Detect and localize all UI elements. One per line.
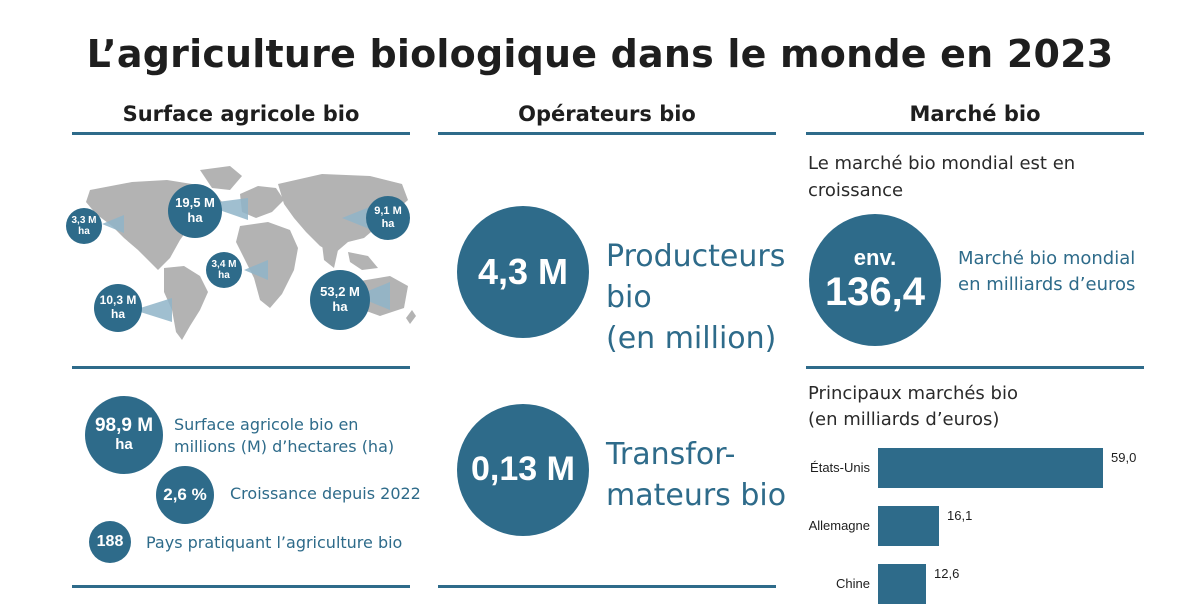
countries-value: 188 <box>96 533 124 551</box>
producers-line1: Producteurs <box>606 239 786 274</box>
map-bubble-value: 10,3 M <box>99 293 137 308</box>
map-bubble-oceania: 53,2 M ha <box>310 270 370 330</box>
processors-value: 0,13 M <box>471 450 575 489</box>
bar-2 <box>878 564 926 604</box>
map-bubble-europe: 19,5 M ha <box>168 184 222 238</box>
producers-circle: 4,3 M <box>457 206 589 338</box>
surface-total-desc-line2: millions (M) d’hectares (ha) <box>174 437 395 456</box>
growth-description: Croissance depuis 2022 <box>230 484 421 503</box>
countries-description: Pays pratiquant l’agriculture bio <box>146 533 403 552</box>
market-desc-line1: Marché bio mondial <box>958 248 1136 269</box>
map-bubble-value: 3,3 M <box>71 214 97 226</box>
market-heading: Marché bio <box>909 102 1041 126</box>
bar-value-label: 16,1 <box>947 508 973 523</box>
map-bubble-value: 3,4 M <box>211 258 237 270</box>
main-markets-line1: Principaux marchés bio <box>808 383 1018 404</box>
surface-heading: Surface agricole bio <box>122 102 360 126</box>
map-bubble-value: 53,2 M <box>320 284 360 300</box>
market-intro: Le marché bio mondial est en croissance <box>808 150 1075 204</box>
map-bubble-unit: ha <box>218 270 230 281</box>
world-map: 3,3 M ha 19,5 M ha 9,1 M ha 3,4 M ha 10,… <box>66 160 417 345</box>
market-total-description: Marché bio mondial en milliards d’euros <box>958 246 1135 298</box>
main-markets-title: Principaux marchés bio (en milliards d’e… <box>808 381 1018 433</box>
map-bubble-value: 9,1 M <box>374 205 402 218</box>
market-total-prefix: env. <box>853 244 897 270</box>
map-bubble-africa: 3,4 M ha <box>206 252 242 288</box>
bar-value-label: 12,6 <box>934 566 960 581</box>
bar-category-label: Allemagne <box>808 518 870 533</box>
page-title: L’agriculture biologique dans le monde e… <box>86 32 1114 76</box>
market-desc-line2: en milliards d’euros <box>958 274 1136 295</box>
processors-line1: Transfor- <box>606 437 736 472</box>
map-bubble-unit: ha <box>187 210 203 225</box>
surface-bottom-rule <box>72 585 410 588</box>
operators-heading-rule <box>438 132 776 135</box>
bar-category-label: Chine <box>836 576 870 591</box>
main-markets-bar-chart: États-Unis 59,0 Allemagne 16,1 Chine 12,6 <box>760 440 1180 604</box>
producers-line2: bio <box>606 280 652 315</box>
map-bubble-unit: ha <box>78 226 90 237</box>
map-bubble-value: 19,5 M <box>175 195 215 211</box>
growth-value: 2,6 % <box>163 484 207 504</box>
surface-total-description: Surface agricole bio en millions (M) d’h… <box>174 414 394 458</box>
producers-value: 4,3 M <box>477 251 569 293</box>
processors-line2: mateurs bio <box>606 478 787 513</box>
map-bubble-unit: ha <box>110 307 125 321</box>
processors-circle: 0,13 M <box>457 404 589 536</box>
operators-bottom-rule <box>438 585 776 588</box>
map-bubble-unit: ha <box>332 299 348 314</box>
producers-description: Producteurs bio (en million) <box>606 236 785 359</box>
surface-total-circle: 98,9 M ha <box>85 396 163 474</box>
market-mid-rule <box>806 366 1144 369</box>
growth-circle: 2,6 % <box>156 466 214 524</box>
surface-heading-rule <box>72 132 410 135</box>
operators-heading: Opérateurs bio <box>518 102 696 126</box>
map-bubble-north-america-west: 3,3 M ha <box>66 208 102 244</box>
market-heading-rule <box>806 132 1144 135</box>
market-intro-line1: Le marché bio mondial est en <box>808 153 1076 174</box>
main-markets-line2: (en milliards d’euros) <box>808 409 1000 430</box>
surface-mid-rule <box>72 366 410 369</box>
map-bubble-asia: 9,1 M ha <box>366 196 410 240</box>
producers-line3: (en million) <box>606 321 777 356</box>
market-intro-line2: croissance <box>808 180 904 201</box>
market-total-circle: env. 136,4 <box>809 214 941 346</box>
market-total-value: 136,4 <box>824 270 926 315</box>
bar-category-label: États-Unis <box>810 460 870 475</box>
map-bubble-unit: ha <box>381 218 395 230</box>
bar-value-label: 59,0 <box>1111 450 1137 465</box>
countries-circle: 188 <box>89 521 131 563</box>
bar-0 <box>878 448 1103 488</box>
map-bubble-south-america: 10,3 M ha <box>94 284 142 332</box>
surface-total-value: 98,9 M <box>94 415 154 437</box>
processors-description: Transfor- mateurs bio <box>606 434 786 516</box>
surface-total-desc-line1: Surface agricole bio en <box>174 415 359 434</box>
surface-total-unit: ha <box>115 436 133 454</box>
bar-1 <box>878 506 939 546</box>
